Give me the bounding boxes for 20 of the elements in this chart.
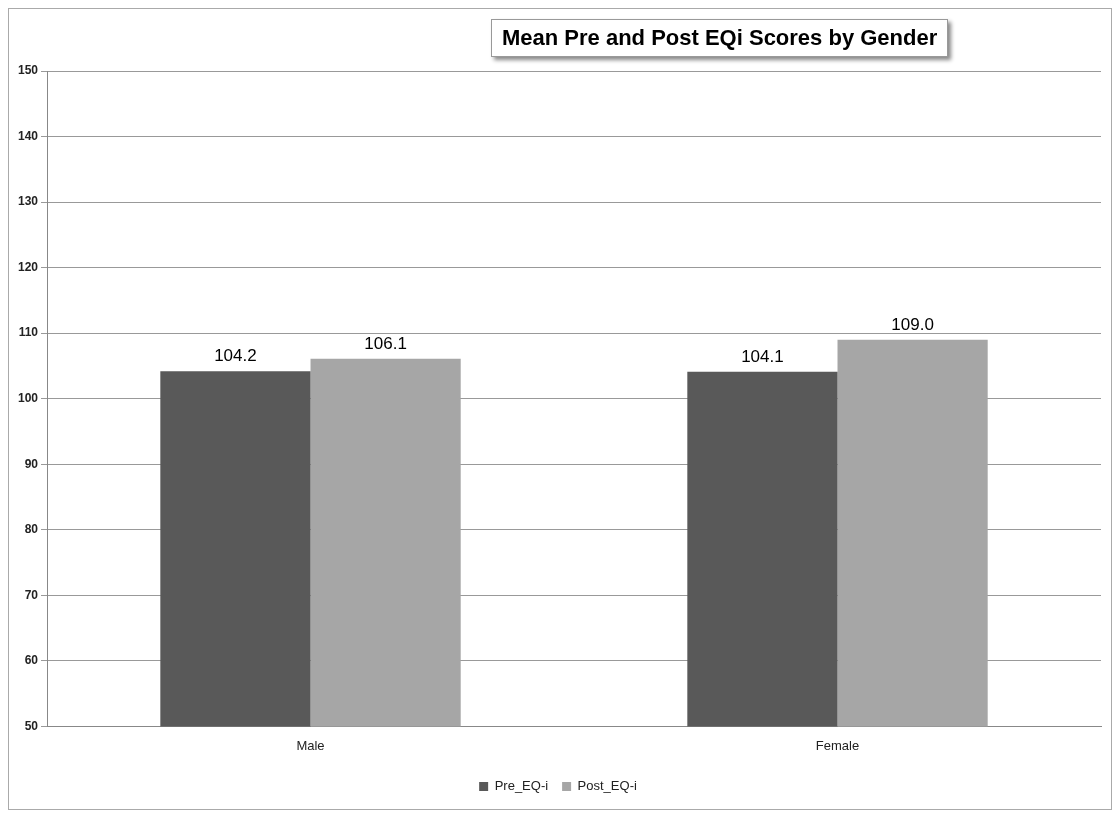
x-tick-label: Female bbox=[815, 737, 860, 753]
data-label: 109.0 bbox=[891, 314, 934, 334]
legend-label: Pre_EQ-i bbox=[494, 778, 549, 794]
y-tick-label: 120 bbox=[17, 259, 39, 274]
chart-title: Mean Pre and Post EQi Scores by Gender bbox=[491, 19, 949, 57]
x-tick-label: Male bbox=[296, 737, 325, 753]
y-tick-label: 90 bbox=[24, 456, 39, 471]
data-label: 104.2 bbox=[214, 346, 257, 366]
legend-label: Post_EQ-i bbox=[577, 778, 637, 794]
y-tick-label: 70 bbox=[24, 587, 39, 602]
y-tick-label: 110 bbox=[18, 325, 39, 340]
y-tick-label: 50 bbox=[24, 718, 39, 733]
y-tick-label: 150 bbox=[17, 63, 39, 78]
y-tick-label: 100 bbox=[17, 391, 39, 406]
data-label: 106.1 bbox=[364, 333, 407, 353]
y-tick-label: 140 bbox=[17, 128, 39, 143]
y-tick-label: 60 bbox=[24, 653, 39, 668]
data-label: 104.1 bbox=[741, 347, 784, 367]
y-tick-label: 80 bbox=[24, 522, 39, 537]
y-tick-label: 130 bbox=[17, 194, 39, 209]
